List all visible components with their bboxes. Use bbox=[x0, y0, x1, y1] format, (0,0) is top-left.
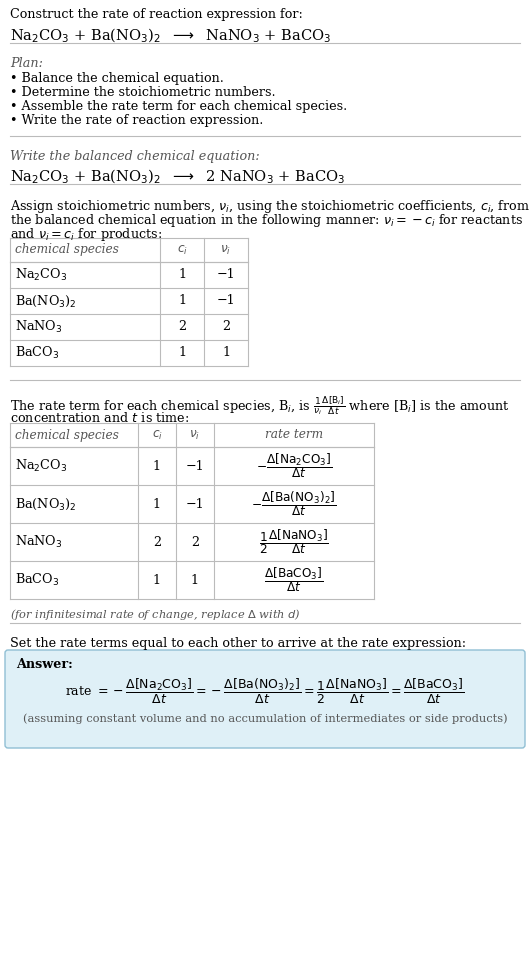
Text: Na$_2$CO$_3$: Na$_2$CO$_3$ bbox=[15, 267, 67, 283]
Text: chemical species: chemical species bbox=[15, 428, 119, 442]
Text: Ba(NO$_3$)$_2$: Ba(NO$_3$)$_2$ bbox=[15, 293, 76, 309]
Text: Assign stoichiometric numbers, $\nu_i$, using the stoichiometric coefficients, $: Assign stoichiometric numbers, $\nu_i$, … bbox=[10, 198, 530, 215]
Text: • Assemble the rate term for each chemical species.: • Assemble the rate term for each chemic… bbox=[10, 100, 347, 113]
Text: rate term: rate term bbox=[265, 428, 323, 442]
Text: 1: 1 bbox=[178, 269, 186, 281]
Text: Na$_2$CO$_3$ + Ba(NO$_3$)$_2$  $\longrightarrow$  2 NaNO$_3$ + BaCO$_3$: Na$_2$CO$_3$ + Ba(NO$_3$)$_2$ $\longrigh… bbox=[10, 168, 345, 186]
Text: Construct the rate of reaction expression for:: Construct the rate of reaction expressio… bbox=[10, 8, 303, 21]
Text: 2: 2 bbox=[191, 535, 199, 549]
Text: Na$_2$CO$_3$ + Ba(NO$_3$)$_2$  $\longrightarrow$  NaNO$_3$ + BaCO$_3$: Na$_2$CO$_3$ + Ba(NO$_3$)$_2$ $\longrigh… bbox=[10, 27, 331, 45]
Text: $c_i$: $c_i$ bbox=[152, 428, 163, 442]
Text: and $\nu_i = c_i$ for products:: and $\nu_i = c_i$ for products: bbox=[10, 226, 162, 243]
Text: BaCO$_3$: BaCO$_3$ bbox=[15, 572, 59, 588]
Text: (for infinitesimal rate of change, replace $\Delta$ with $d$): (for infinitesimal rate of change, repla… bbox=[10, 607, 301, 622]
Text: BaCO$_3$: BaCO$_3$ bbox=[15, 345, 59, 361]
Text: $c_i$: $c_i$ bbox=[176, 243, 188, 257]
Text: Set the rate terms equal to each other to arrive at the rate expression:: Set the rate terms equal to each other t… bbox=[10, 637, 466, 650]
Text: Write the balanced chemical equation:: Write the balanced chemical equation: bbox=[10, 150, 260, 163]
Text: −1: −1 bbox=[186, 498, 204, 511]
Text: Answer:: Answer: bbox=[16, 658, 73, 671]
Text: 1: 1 bbox=[153, 498, 161, 511]
Text: chemical species: chemical species bbox=[15, 243, 119, 257]
Text: $\dfrac{1}{2}\dfrac{\Delta[\mathrm{NaNO_3}]}{\Delta t}$: $\dfrac{1}{2}\dfrac{\Delta[\mathrm{NaNO_… bbox=[259, 527, 329, 557]
Text: rate $= -\dfrac{\Delta[\mathrm{Na_2CO_3}]}{\Delta t} = -\dfrac{\Delta[\mathrm{Ba: rate $= -\dfrac{\Delta[\mathrm{Na_2CO_3}… bbox=[65, 677, 465, 706]
Text: 1: 1 bbox=[191, 573, 199, 586]
FancyBboxPatch shape bbox=[5, 650, 525, 748]
Text: • Write the rate of reaction expression.: • Write the rate of reaction expression. bbox=[10, 114, 263, 127]
Text: Na$_2$CO$_3$: Na$_2$CO$_3$ bbox=[15, 458, 67, 474]
Text: −1: −1 bbox=[186, 460, 204, 472]
Text: Plan:: Plan: bbox=[10, 57, 43, 70]
Text: • Determine the stoichiometric numbers.: • Determine the stoichiometric numbers. bbox=[10, 86, 276, 99]
Text: 1: 1 bbox=[153, 460, 161, 472]
Text: −1: −1 bbox=[217, 269, 235, 281]
Text: NaNO$_3$: NaNO$_3$ bbox=[15, 534, 63, 550]
Text: NaNO$_3$: NaNO$_3$ bbox=[15, 318, 63, 335]
Text: $-\dfrac{\Delta[\mathrm{Ba(NO_3)_2}]}{\Delta t}$: $-\dfrac{\Delta[\mathrm{Ba(NO_3)_2}]}{\D… bbox=[251, 490, 337, 518]
Text: 1: 1 bbox=[178, 295, 186, 308]
Text: 1: 1 bbox=[222, 347, 230, 360]
Text: concentration and $t$ is time:: concentration and $t$ is time: bbox=[10, 411, 190, 425]
Text: $\dfrac{\Delta[\mathrm{BaCO_3}]}{\Delta t}$: $\dfrac{\Delta[\mathrm{BaCO_3}]}{\Delta … bbox=[264, 565, 324, 595]
Text: 2: 2 bbox=[222, 320, 230, 333]
Text: 1: 1 bbox=[153, 573, 161, 586]
Text: $-\dfrac{\Delta[\mathrm{Na_2CO_3}]}{\Delta t}$: $-\dfrac{\Delta[\mathrm{Na_2CO_3}]}{\Del… bbox=[256, 452, 332, 480]
Text: The rate term for each chemical species, B$_i$, is $\frac{1}{\nu_i}\frac{\Delta[: The rate term for each chemical species,… bbox=[10, 394, 510, 416]
Text: 2: 2 bbox=[153, 535, 161, 549]
Text: Ba(NO$_3$)$_2$: Ba(NO$_3$)$_2$ bbox=[15, 497, 76, 512]
Text: (assuming constant volume and no accumulation of intermediates or side products): (assuming constant volume and no accumul… bbox=[23, 713, 507, 723]
Text: • Balance the chemical equation.: • Balance the chemical equation. bbox=[10, 72, 224, 85]
Text: $\nu_i$: $\nu_i$ bbox=[189, 428, 200, 442]
Text: −1: −1 bbox=[217, 295, 235, 308]
Text: 1: 1 bbox=[178, 347, 186, 360]
Text: the balanced chemical equation in the following manner: $\nu_i = -c_i$ for react: the balanced chemical equation in the fo… bbox=[10, 212, 523, 229]
Text: $\nu_i$: $\nu_i$ bbox=[220, 243, 232, 257]
Text: 2: 2 bbox=[178, 320, 186, 333]
